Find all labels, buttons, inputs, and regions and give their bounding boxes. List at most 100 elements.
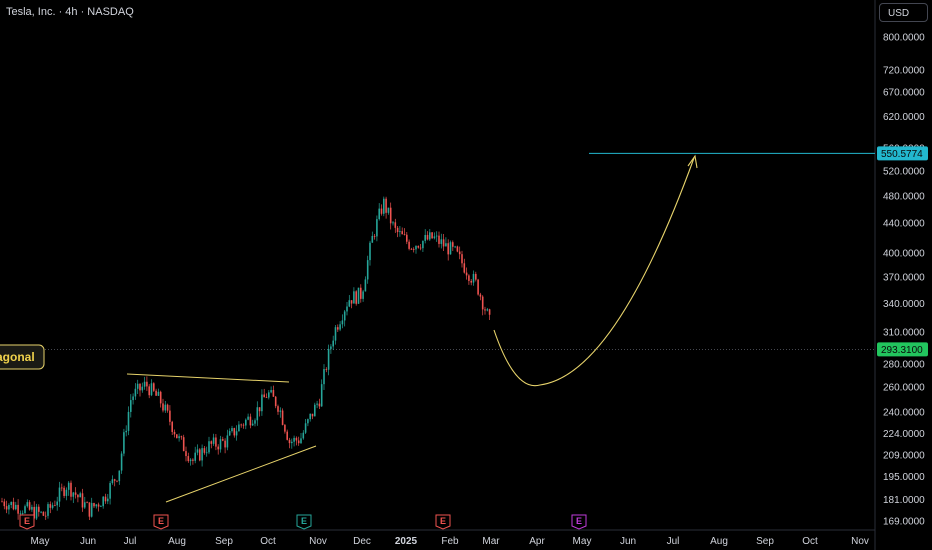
candle <box>217 444 219 455</box>
candle <box>479 292 482 301</box>
time-tick-label: Oct <box>802 536 818 547</box>
candle <box>74 487 77 499</box>
candle <box>10 501 12 509</box>
candle <box>187 452 190 463</box>
candle <box>5 500 8 514</box>
candle <box>150 379 153 397</box>
candle <box>102 496 104 509</box>
candle <box>178 433 180 442</box>
candle <box>159 390 162 408</box>
pattern-label[interactable]: agonal <box>0 344 45 370</box>
lower-trendline <box>165 445 317 503</box>
candle <box>295 436 298 446</box>
candle <box>143 376 146 390</box>
candle <box>318 398 321 410</box>
candle <box>357 287 360 304</box>
candle <box>431 231 433 239</box>
candle <box>26 499 29 508</box>
time-tick-label: Jun <box>620 536 636 547</box>
candle <box>376 215 378 242</box>
earnings-marker[interactable]: E <box>571 514 587 530</box>
candle <box>201 444 203 467</box>
candle <box>120 451 123 474</box>
candle <box>472 270 475 286</box>
candle <box>8 503 10 515</box>
candle <box>311 413 314 420</box>
candle <box>134 383 137 400</box>
price-tick-label: 195.0000 <box>883 472 925 483</box>
current-price-tag: 293.3100 <box>877 342 928 357</box>
candle <box>176 434 178 439</box>
price-tick-label: 209.0000 <box>883 450 925 461</box>
price-axis[interactable]: 800.0000720.0000670.0000620.0000560.0000… <box>883 33 925 528</box>
candle <box>422 240 424 252</box>
time-tick-label: Nov <box>309 536 327 547</box>
candle <box>146 376 148 391</box>
candle <box>440 233 443 249</box>
candle <box>309 413 311 422</box>
currency-button[interactable]: USD <box>879 3 928 22</box>
candle <box>408 239 410 251</box>
candle <box>284 423 286 434</box>
candle <box>104 493 107 504</box>
upper-trendline <box>126 373 290 383</box>
time-tick-label: Aug <box>710 536 728 547</box>
time-tick-label: May <box>573 536 592 547</box>
candle <box>88 502 91 521</box>
candle <box>219 435 222 453</box>
candle <box>261 389 263 416</box>
time-axis[interactable]: May Jun Jul Aug Sep Oct Nov Dec 2025 Feb Mar Apr May… <box>31 536 869 547</box>
candle <box>486 307 489 312</box>
time-tick-label: Aug <box>168 536 186 547</box>
price-tick-label: 370.0000 <box>883 273 925 284</box>
price-tick-label: 260.0000 <box>883 382 925 393</box>
earnings-marker[interactable]: E <box>435 514 451 530</box>
candle <box>364 276 367 292</box>
earnings-marker[interactable]: E <box>153 514 169 530</box>
price-tick-label: 670.0000 <box>883 88 925 99</box>
candle <box>268 390 270 400</box>
candle <box>182 434 185 452</box>
earnings-marker[interactable]: E <box>296 514 312 530</box>
candle <box>24 504 26 515</box>
candle <box>157 388 160 396</box>
candle <box>410 247 413 250</box>
candle <box>304 418 307 434</box>
time-tick-label: May <box>31 536 50 547</box>
candle <box>302 430 305 440</box>
time-tick-label: Dec <box>353 536 371 547</box>
candle <box>387 207 390 215</box>
candle <box>79 491 81 498</box>
candle <box>118 470 121 485</box>
candle <box>263 388 265 398</box>
candle <box>171 420 173 435</box>
candle <box>468 274 470 285</box>
candle <box>449 240 452 255</box>
candle <box>270 386 272 394</box>
candle <box>256 401 259 426</box>
candle <box>86 501 88 504</box>
time-tick-label: Jul <box>124 536 137 547</box>
candle <box>371 231 374 243</box>
candle <box>330 344 332 354</box>
candle <box>484 306 486 315</box>
candle <box>90 497 93 518</box>
candle <box>445 237 447 247</box>
candle <box>139 383 141 397</box>
earnings-marker[interactable]: E <box>19 514 35 530</box>
candle <box>84 496 86 509</box>
candle <box>95 504 98 509</box>
candle <box>247 413 249 421</box>
price-tick-label: 800.0000 <box>883 33 925 44</box>
candle <box>127 406 130 436</box>
candle <box>291 438 293 449</box>
current-price-tag-text: 293.3100 <box>881 345 923 356</box>
candle <box>274 395 277 409</box>
candle <box>424 229 426 244</box>
candle <box>394 218 397 233</box>
candle <box>164 400 167 413</box>
earnings-marker-label: E <box>158 516 164 526</box>
candle <box>205 446 208 457</box>
